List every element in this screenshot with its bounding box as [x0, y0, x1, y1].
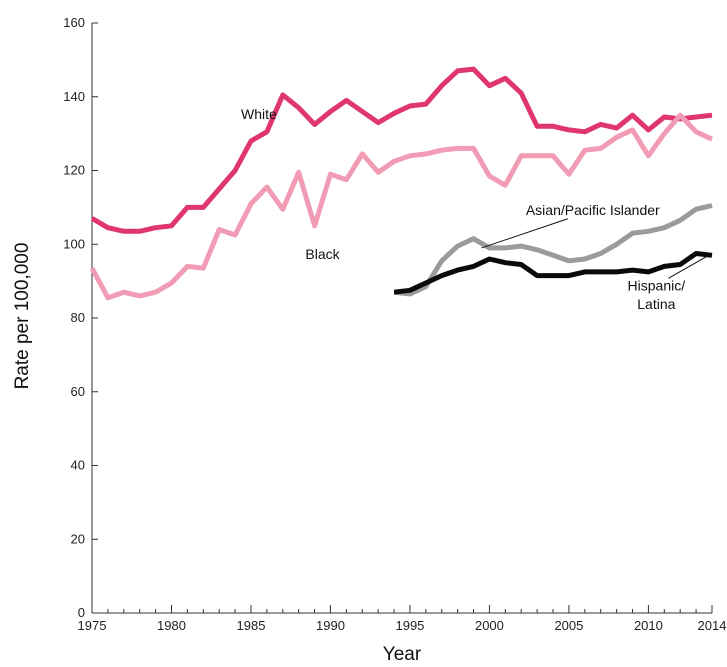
series-annotation-label: Latina	[637, 296, 675, 312]
annotation-leader-line	[481, 218, 568, 249]
series-annotation-label: Asian/Pacific Islander	[526, 202, 660, 218]
x-tick-label: 1980	[157, 618, 186, 633]
series-annotation-label: Black	[305, 246, 340, 262]
y-tick-label: 160	[63, 15, 85, 30]
x-tick-label: 1995	[395, 618, 424, 633]
y-tick-label: 60	[71, 384, 85, 399]
series-lines	[89, 66, 714, 301]
series-annotation-label: Hispanic/	[628, 277, 686, 293]
x-tick-label: 2010	[634, 618, 663, 633]
series-line-white	[90, 66, 713, 234]
y-tick-label: 120	[63, 163, 85, 178]
annotations: White Black Asian/Pacific Islander Hispanic…	[241, 106, 710, 312]
axes: 0 20 40 60 80 100 120 140 160 1975 1980 1985 1990 199…	[63, 15, 726, 633]
series-line-hispanic-latina	[393, 251, 713, 295]
x-axis-title: Year	[383, 644, 422, 665]
y-tick-label: 20	[71, 531, 85, 546]
x-tick-label: 1975	[78, 618, 107, 633]
y-axis-title: Rate per 100,000	[12, 243, 33, 390]
y-tick-label: 0	[78, 605, 85, 620]
y-tick-label: 40	[71, 458, 85, 473]
y-tick-label: 140	[63, 89, 85, 104]
series-line-black	[89, 112, 714, 301]
x-tick-label: 1985	[237, 618, 266, 633]
x-tick-label: 2000	[475, 618, 504, 633]
x-tick-label: 1990	[316, 618, 345, 633]
x-tick-label: 2005	[554, 618, 583, 633]
annotation-leader-line	[668, 254, 710, 279]
y-tick-label: 80	[71, 310, 85, 325]
y-tick-label: 100	[63, 236, 85, 251]
x-tick-label: 2014	[698, 618, 727, 633]
series-annotation-label: White	[241, 106, 277, 122]
series-line-asian-pacific-islander	[393, 203, 713, 297]
